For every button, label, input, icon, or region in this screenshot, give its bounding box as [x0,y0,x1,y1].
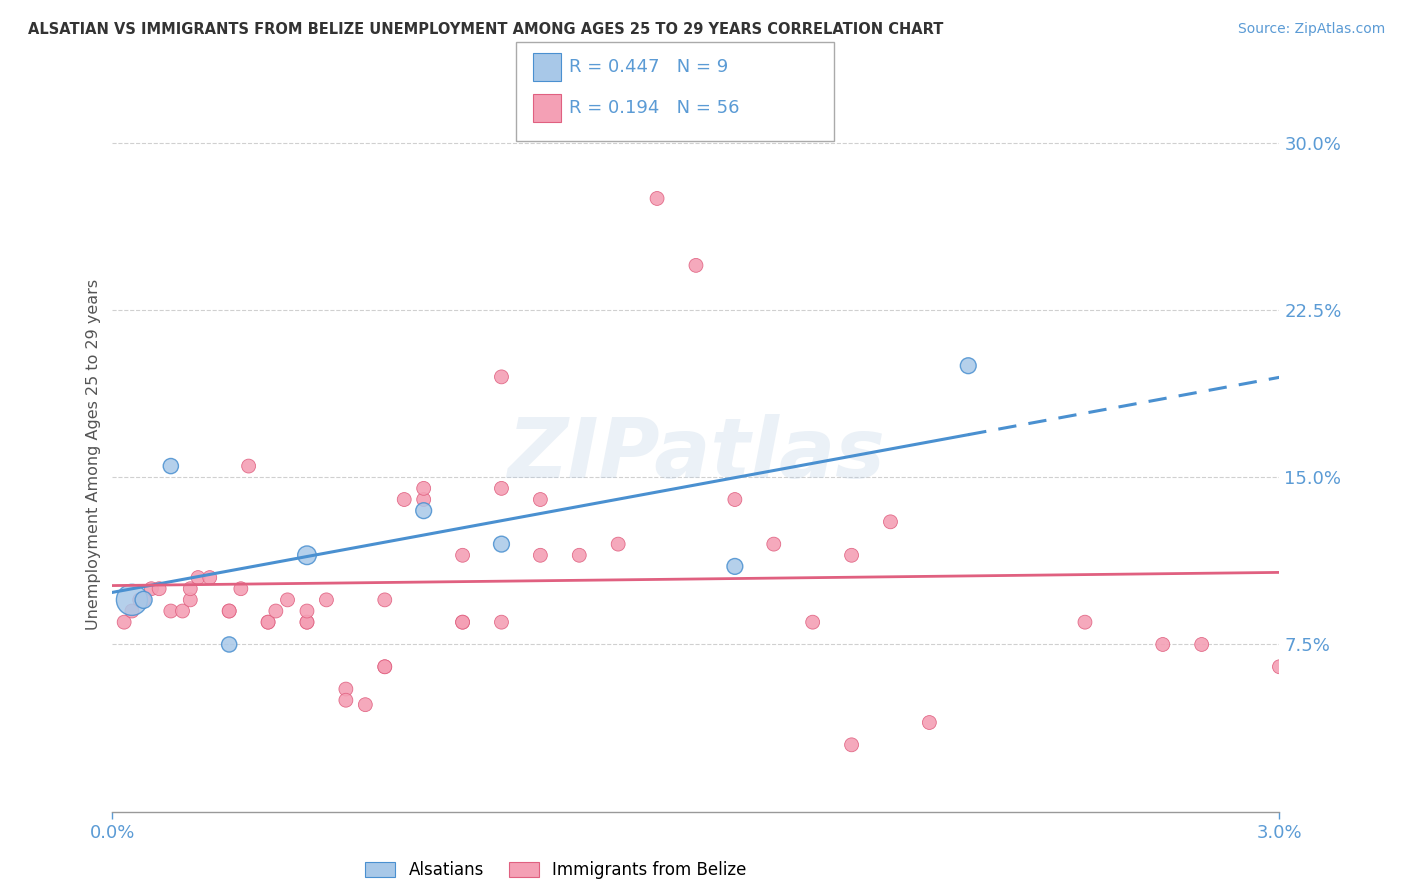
Point [1191,637,1213,651]
Point [172,604,194,618]
Point [335,681,357,696]
Text: ZIPatlas: ZIPatlas [508,415,884,495]
Point [801,615,824,630]
Point [957,359,980,373]
Point [112,615,135,630]
Point [841,738,863,752]
Point [238,459,260,474]
Point [607,537,630,551]
Point [762,537,785,551]
Point [148,582,170,596]
Point [392,492,416,507]
Point [198,571,221,585]
Point [218,604,240,618]
Point [1268,660,1291,674]
Point [645,192,668,206]
Point [295,548,318,563]
Point [218,604,240,618]
Point [132,592,155,607]
Point [354,698,377,712]
Point [879,515,901,529]
Point [121,604,143,618]
Point [1152,637,1174,651]
Point [841,548,863,563]
Text: R = 0.194   N = 56: R = 0.194 N = 56 [569,99,740,117]
Point [187,571,209,585]
Point [335,693,357,707]
Point [160,459,183,474]
Point [412,492,434,507]
Point [257,615,280,630]
Point [276,592,298,607]
Point [179,592,201,607]
Point [491,369,513,384]
Point [374,660,396,674]
Point [374,592,396,607]
Point [229,582,252,596]
Point [918,715,941,730]
Point [451,548,474,563]
Point [121,592,143,607]
Point [141,582,163,596]
Point [724,492,747,507]
Text: Source: ZipAtlas.com: Source: ZipAtlas.com [1237,22,1385,37]
Point [685,259,707,273]
Point [412,503,434,517]
Point [315,592,337,607]
Point [295,604,318,618]
Point [491,482,513,496]
Legend: Alsatians, Immigrants from Belize: Alsatians, Immigrants from Belize [359,855,754,886]
Point [128,592,150,607]
Point [295,615,318,630]
Point [264,604,287,618]
Text: R = 0.447   N = 9: R = 0.447 N = 9 [569,58,728,76]
Point [412,482,434,496]
Point [568,548,591,563]
Point [295,615,318,630]
Point [257,615,280,630]
Point [491,615,513,630]
Y-axis label: Unemployment Among Ages 25 to 29 years: Unemployment Among Ages 25 to 29 years [86,279,101,631]
Point [218,637,240,651]
Point [529,492,551,507]
Point [1074,615,1097,630]
Point [451,615,474,630]
Point [529,548,551,563]
Point [160,604,183,618]
Point [491,537,513,551]
Point [179,582,201,596]
Point [374,660,396,674]
Point [724,559,747,574]
Point [451,615,474,630]
Point [132,592,155,607]
Text: ALSATIAN VS IMMIGRANTS FROM BELIZE UNEMPLOYMENT AMONG AGES 25 TO 29 YEARS CORREL: ALSATIAN VS IMMIGRANTS FROM BELIZE UNEMP… [28,22,943,37]
